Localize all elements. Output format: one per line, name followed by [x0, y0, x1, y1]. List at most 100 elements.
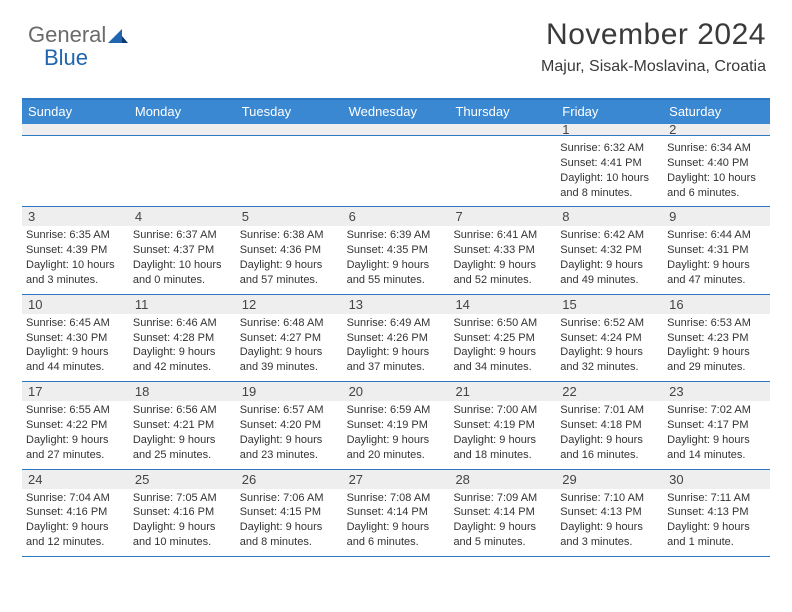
- day-cell: 13 Sunrise: 6:49 AMSunset: 4:26 PMDayligh…: [343, 295, 450, 381]
- day-number: 21: [449, 382, 556, 401]
- day-cell: [129, 136, 236, 206]
- week-row: 10 Sunrise: 6:45 AMSunset: 4:30 PMDayligh…: [22, 295, 770, 382]
- day-number: [449, 122, 556, 124]
- day-info: Sunrise: 7:02 AMSunset: 4:17 PMDaylight:…: [667, 403, 766, 462]
- day-info: Sunrise: 6:34 AMSunset: 4:40 PMDaylight:…: [667, 141, 766, 200]
- day-header-row: Sunday Monday Tuesday Wednesday Thursday…: [22, 100, 770, 124]
- day-number: 18: [129, 382, 236, 401]
- day-info: Sunrise: 6:49 AMSunset: 4:26 PMDaylight:…: [347, 316, 446, 375]
- day-number: 10: [22, 295, 129, 314]
- day-cell: [22, 136, 129, 206]
- day-cell: 9Sunrise: 6:44 AMSunset: 4:31 PMDaylight…: [663, 207, 770, 293]
- day-cell: 10 Sunrise: 6:45 AMSunset: 4:30 PMDayligh…: [22, 295, 129, 381]
- day-cell: 7 Sunrise: 6:41 AMSunset: 4:33 PMDaylight…: [449, 207, 556, 293]
- day-info: Sunrise: 6:39 AMSunset: 4:35 PMDaylight:…: [347, 228, 446, 287]
- logo: General Blue: [28, 22, 128, 71]
- day-cell: 20 Sunrise: 6:59 AMSunset: 4:19 PMDayligh…: [343, 382, 450, 468]
- day-info: Sunrise: 6:45 AMSunset: 4:30 PMDaylight:…: [26, 316, 125, 375]
- day-info: Sunrise: 6:55 AMSunset: 4:22 PMDaylight:…: [26, 403, 125, 462]
- day-cell: 5 Sunrise: 6:38 AMSunset: 4:36 PMDaylight…: [236, 207, 343, 293]
- week-row: 24Sunrise: 7:04 AMSunset: 4:16 PMDayligh…: [22, 470, 770, 557]
- day-info: Sunrise: 6:46 AMSunset: 4:28 PMDaylight:…: [133, 316, 232, 375]
- day-header: Tuesday: [236, 100, 343, 124]
- day-info: Sunrise: 6:42 AMSunset: 4:32 PMDaylight:…: [560, 228, 659, 287]
- day-info: Sunrise: 6:38 AMSunset: 4:36 PMDaylight:…: [240, 228, 339, 287]
- logo-text-general: General: [28, 22, 106, 47]
- day-number: 14: [449, 295, 556, 314]
- logo-sail-icon: [108, 23, 128, 49]
- day-number: 13: [343, 295, 450, 314]
- day-info: Sunrise: 6:57 AMSunset: 4:20 PMDaylight:…: [240, 403, 339, 462]
- day-cell: 19 Sunrise: 6:57 AMSunset: 4:20 PMDayligh…: [236, 382, 343, 468]
- day-cell: 26Sunrise: 7:06 AMSunset: 4:15 PMDayligh…: [236, 470, 343, 556]
- day-number: 5: [236, 207, 343, 226]
- day-cell: 2Sunrise: 6:34 AMSunset: 4:40 PMDaylight…: [663, 136, 770, 206]
- day-cell: 15Sunrise: 6:52 AMSunset: 4:24 PMDayligh…: [556, 295, 663, 381]
- day-info: Sunrise: 6:35 AMSunset: 4:39 PMDaylight:…: [26, 228, 125, 287]
- day-number: 19: [236, 382, 343, 401]
- week-row: 3 Sunrise: 6:35 AMSunset: 4:39 PMDaylight…: [22, 207, 770, 294]
- day-number: 29: [556, 470, 663, 489]
- day-header: Monday: [129, 100, 236, 124]
- day-info: Sunrise: 7:10 AMSunset: 4:13 PMDaylight:…: [560, 491, 659, 550]
- day-cell: 21 Sunrise: 7:00 AMSunset: 4:19 PMDayligh…: [449, 382, 556, 468]
- day-cell: 14Sunrise: 6:50 AMSunset: 4:25 PMDayligh…: [449, 295, 556, 381]
- day-number: 2: [663, 122, 770, 139]
- day-cell: 8 Sunrise: 6:42 AMSunset: 4:32 PMDaylight…: [556, 207, 663, 293]
- page-subtitle: Majur, Sisak-Moslavina, Croatia: [541, 58, 766, 76]
- day-header: Sunday: [22, 100, 129, 124]
- day-number: 12: [236, 295, 343, 314]
- day-cell: 18 Sunrise: 6:56 AMSunset: 4:21 PMDayligh…: [129, 382, 236, 468]
- day-cell: 11Sunrise: 6:46 AMSunset: 4:28 PMDayligh…: [129, 295, 236, 381]
- day-info: Sunrise: 6:41 AMSunset: 4:33 PMDaylight:…: [453, 228, 552, 287]
- day-info: Sunrise: 7:08 AMSunset: 4:14 PMDaylight:…: [347, 491, 446, 550]
- day-cell: 17Sunrise: 6:55 AMSunset: 4:22 PMDayligh…: [22, 382, 129, 468]
- day-header: Saturday: [663, 100, 770, 124]
- day-info: Sunrise: 7:01 AMSunset: 4:18 PMDaylight:…: [560, 403, 659, 462]
- day-number: [22, 122, 129, 124]
- day-number: 22: [556, 382, 663, 401]
- day-cell: 28Sunrise: 7:09 AMSunset: 4:14 PMDayligh…: [449, 470, 556, 556]
- day-info: Sunrise: 6:32 AMSunset: 4:41 PMDaylight:…: [560, 141, 659, 200]
- day-info: Sunrise: 6:53 AMSunset: 4:23 PMDaylight:…: [667, 316, 766, 375]
- day-number: 15: [556, 295, 663, 314]
- day-info: Sunrise: 6:44 AMSunset: 4:31 PMDaylight:…: [667, 228, 766, 287]
- page-title: November 2024: [541, 18, 766, 52]
- day-header: Thursday: [449, 100, 556, 124]
- day-cell: 27 Sunrise: 7:08 AMSunset: 4:14 PMDayligh…: [343, 470, 450, 556]
- day-number: 6: [343, 207, 450, 226]
- day-cell: 30 Sunrise: 7:11 AMSunset: 4:13 PMDayligh…: [663, 470, 770, 556]
- day-info: Sunrise: 7:11 AMSunset: 4:13 PMDaylight:…: [667, 491, 766, 550]
- day-cell: 16 Sunrise: 6:53 AMSunset: 4:23 PMDayligh…: [663, 295, 770, 381]
- day-number: 1: [556, 122, 663, 139]
- day-header: Friday: [556, 100, 663, 124]
- day-number: 26: [236, 470, 343, 489]
- day-header: Wednesday: [343, 100, 450, 124]
- day-number: 20: [343, 382, 450, 401]
- day-number: 30: [663, 470, 770, 489]
- day-info: Sunrise: 7:00 AMSunset: 4:19 PMDaylight:…: [453, 403, 552, 462]
- day-number: 24: [22, 470, 129, 489]
- day-info: Sunrise: 7:09 AMSunset: 4:14 PMDaylight:…: [453, 491, 552, 550]
- day-cell: 1Sunrise: 6:32 AMSunset: 4:41 PMDaylight…: [556, 136, 663, 206]
- day-cell: 12 Sunrise: 6:48 AMSunset: 4:27 PMDayligh…: [236, 295, 343, 381]
- day-number: 25: [129, 470, 236, 489]
- day-info: Sunrise: 6:59 AMSunset: 4:19 PMDaylight:…: [347, 403, 446, 462]
- day-number: 7: [449, 207, 556, 226]
- day-number: 23: [663, 382, 770, 401]
- day-number: 8: [556, 207, 663, 226]
- day-info: Sunrise: 6:48 AMSunset: 4:27 PMDaylight:…: [240, 316, 339, 375]
- day-number: [236, 122, 343, 124]
- day-number: 16: [663, 295, 770, 314]
- day-cell: 22 Sunrise: 7:01 AMSunset: 4:18 PMDayligh…: [556, 382, 663, 468]
- day-number: 3: [22, 207, 129, 226]
- day-number: [129, 122, 236, 124]
- week-row: 17Sunrise: 6:55 AMSunset: 4:22 PMDayligh…: [22, 382, 770, 469]
- day-number: 27: [343, 470, 450, 489]
- day-info: Sunrise: 6:56 AMSunset: 4:21 PMDaylight:…: [133, 403, 232, 462]
- day-cell: 4Sunrise: 6:37 AMSunset: 4:37 PMDaylight…: [129, 207, 236, 293]
- week-row: 1Sunrise: 6:32 AMSunset: 4:41 PMDaylight…: [22, 136, 770, 207]
- day-number: 4: [129, 207, 236, 226]
- day-cell: 24Sunrise: 7:04 AMSunset: 4:16 PMDayligh…: [22, 470, 129, 556]
- day-info: Sunrise: 7:05 AMSunset: 4:16 PMDaylight:…: [133, 491, 232, 550]
